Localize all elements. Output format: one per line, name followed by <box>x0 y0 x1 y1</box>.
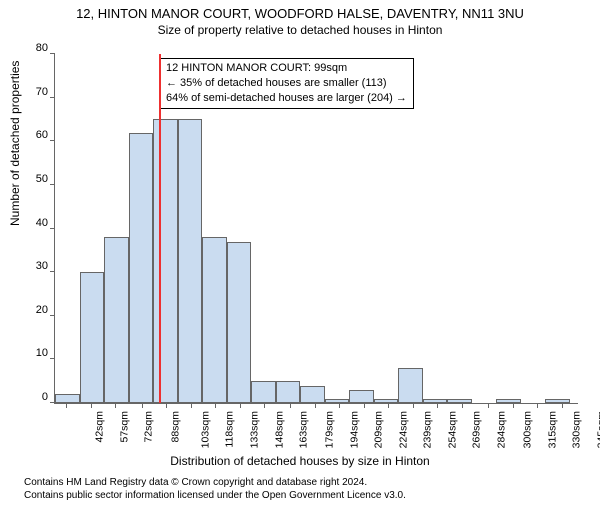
x-tick-label: 148sqm <box>273 411 285 448</box>
chart-container: 12, HINTON MANOR COURT, WOODFORD HALSE, … <box>0 6 600 506</box>
histogram-bar <box>55 394 80 403</box>
y-tick-label: 30 <box>36 260 55 272</box>
x-tick-label: 179sqm <box>324 411 336 448</box>
x-tick-label: 133sqm <box>249 411 261 448</box>
y-axis-title: Number of detached properties <box>8 61 22 226</box>
x-tick-label: 345sqm <box>595 411 600 448</box>
x-tick <box>437 403 438 408</box>
histogram-bar <box>104 237 129 403</box>
histogram-bar <box>178 119 203 403</box>
histogram-bar <box>398 368 423 403</box>
annotation-line-1: 12 HINTON MANOR COURT: 99sqm <box>166 61 407 76</box>
x-tick-label: 42sqm <box>94 411 106 443</box>
attribution: Contains HM Land Registry data © Crown c… <box>24 476 406 502</box>
x-tick-label: 163sqm <box>298 411 310 448</box>
x-tick <box>339 403 340 408</box>
x-tick-label: 239sqm <box>422 411 434 448</box>
x-tick-label: 315sqm <box>546 411 558 448</box>
x-axis-title: Distribution of detached houses by size … <box>0 454 600 468</box>
x-tick-label: 209sqm <box>373 411 385 448</box>
x-tick-label: 103sqm <box>199 411 211 448</box>
y-tick-label: 70 <box>36 86 55 98</box>
histogram-bar <box>325 399 350 403</box>
x-tick-label: 284sqm <box>495 411 507 448</box>
x-tick <box>513 403 514 408</box>
histogram-bar <box>349 390 374 403</box>
x-tick-label: 88sqm <box>169 411 181 443</box>
x-tick <box>315 403 316 408</box>
x-tick-label: 57sqm <box>118 411 130 443</box>
histogram-bar <box>374 399 399 403</box>
x-tick <box>166 403 167 408</box>
x-tick <box>66 403 67 408</box>
page-title: 12, HINTON MANOR COURT, WOODFORD HALSE, … <box>10 6 590 21</box>
x-tick <box>488 403 489 408</box>
x-tick <box>537 403 538 408</box>
x-tick <box>240 403 241 408</box>
chart-area: 12 HINTON MANOR COURT: 99sqm ← 35% of de… <box>54 54 578 404</box>
histogram-bar <box>80 272 105 403</box>
y-tick-label: 20 <box>36 304 55 316</box>
annotation-line-3: 64% of semi-detached houses are larger (… <box>166 91 407 106</box>
y-tick-label: 10 <box>36 347 55 359</box>
y-tick-label: 50 <box>36 173 55 185</box>
x-tick-label: 330sqm <box>571 411 583 448</box>
y-tick-label: 60 <box>36 129 55 141</box>
x-tick <box>142 403 143 408</box>
x-tick <box>91 403 92 408</box>
histogram-bar <box>300 386 325 403</box>
x-tick <box>115 403 116 408</box>
y-tick-label: 0 <box>42 391 55 403</box>
x-tick <box>388 403 389 408</box>
histogram-bar <box>251 381 276 403</box>
histogram-bar <box>447 399 472 403</box>
y-tick-label: 80 <box>36 42 55 54</box>
x-tick <box>413 403 414 408</box>
marker-line <box>159 54 161 403</box>
x-tick <box>264 403 265 408</box>
y-tick-label: 40 <box>36 217 55 229</box>
x-tick-label: 224sqm <box>397 411 409 448</box>
x-tick <box>462 403 463 408</box>
histogram-bar <box>496 399 521 403</box>
x-tick-label: 269sqm <box>471 411 483 448</box>
attribution-line-1: Contains HM Land Registry data © Crown c… <box>24 476 406 489</box>
x-tick <box>364 403 365 408</box>
histogram-bar <box>129 133 154 403</box>
x-tick-label: 72sqm <box>143 411 155 443</box>
attribution-line-2: Contains public sector information licen… <box>24 489 406 502</box>
x-tick-label: 254sqm <box>446 411 458 448</box>
annotation-line-2: ← 35% of detached houses are smaller (11… <box>166 76 407 91</box>
x-tick-label: 300sqm <box>521 411 533 448</box>
histogram-bar <box>276 381 301 403</box>
histogram-bar <box>227 242 252 403</box>
subtitle: Size of property relative to detached ho… <box>0 23 600 37</box>
x-tick-label: 194sqm <box>348 411 360 448</box>
x-tick <box>562 403 563 408</box>
x-tick <box>191 403 192 408</box>
x-tick <box>290 403 291 408</box>
x-tick-label: 118sqm <box>223 411 235 448</box>
histogram-bar <box>202 237 227 403</box>
annotation-box: 12 HINTON MANOR COURT: 99sqm ← 35% of de… <box>159 58 414 109</box>
x-tick <box>215 403 216 408</box>
histogram-bar <box>545 399 570 403</box>
histogram-bar <box>153 119 178 403</box>
histogram-bar <box>423 399 448 403</box>
